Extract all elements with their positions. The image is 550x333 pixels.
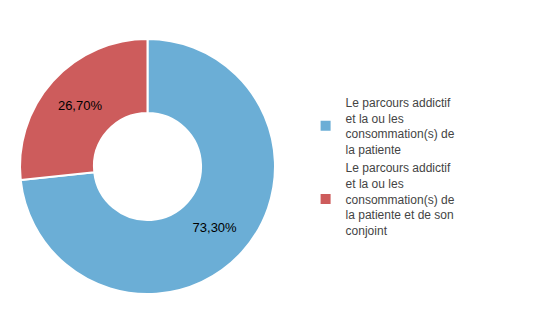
svg-text:Le parcours addictifet la ou l: Le parcours addictifet la ou lesconsomma… [346,96,455,157]
svg-text:73,30%: 73,30% [193,220,238,235]
svg-text:26,70%: 26,70% [58,98,103,113]
svg-text:Le parcours addictifet la ou l: Le parcours addictifet la ou lesconsomma… [346,161,455,237]
